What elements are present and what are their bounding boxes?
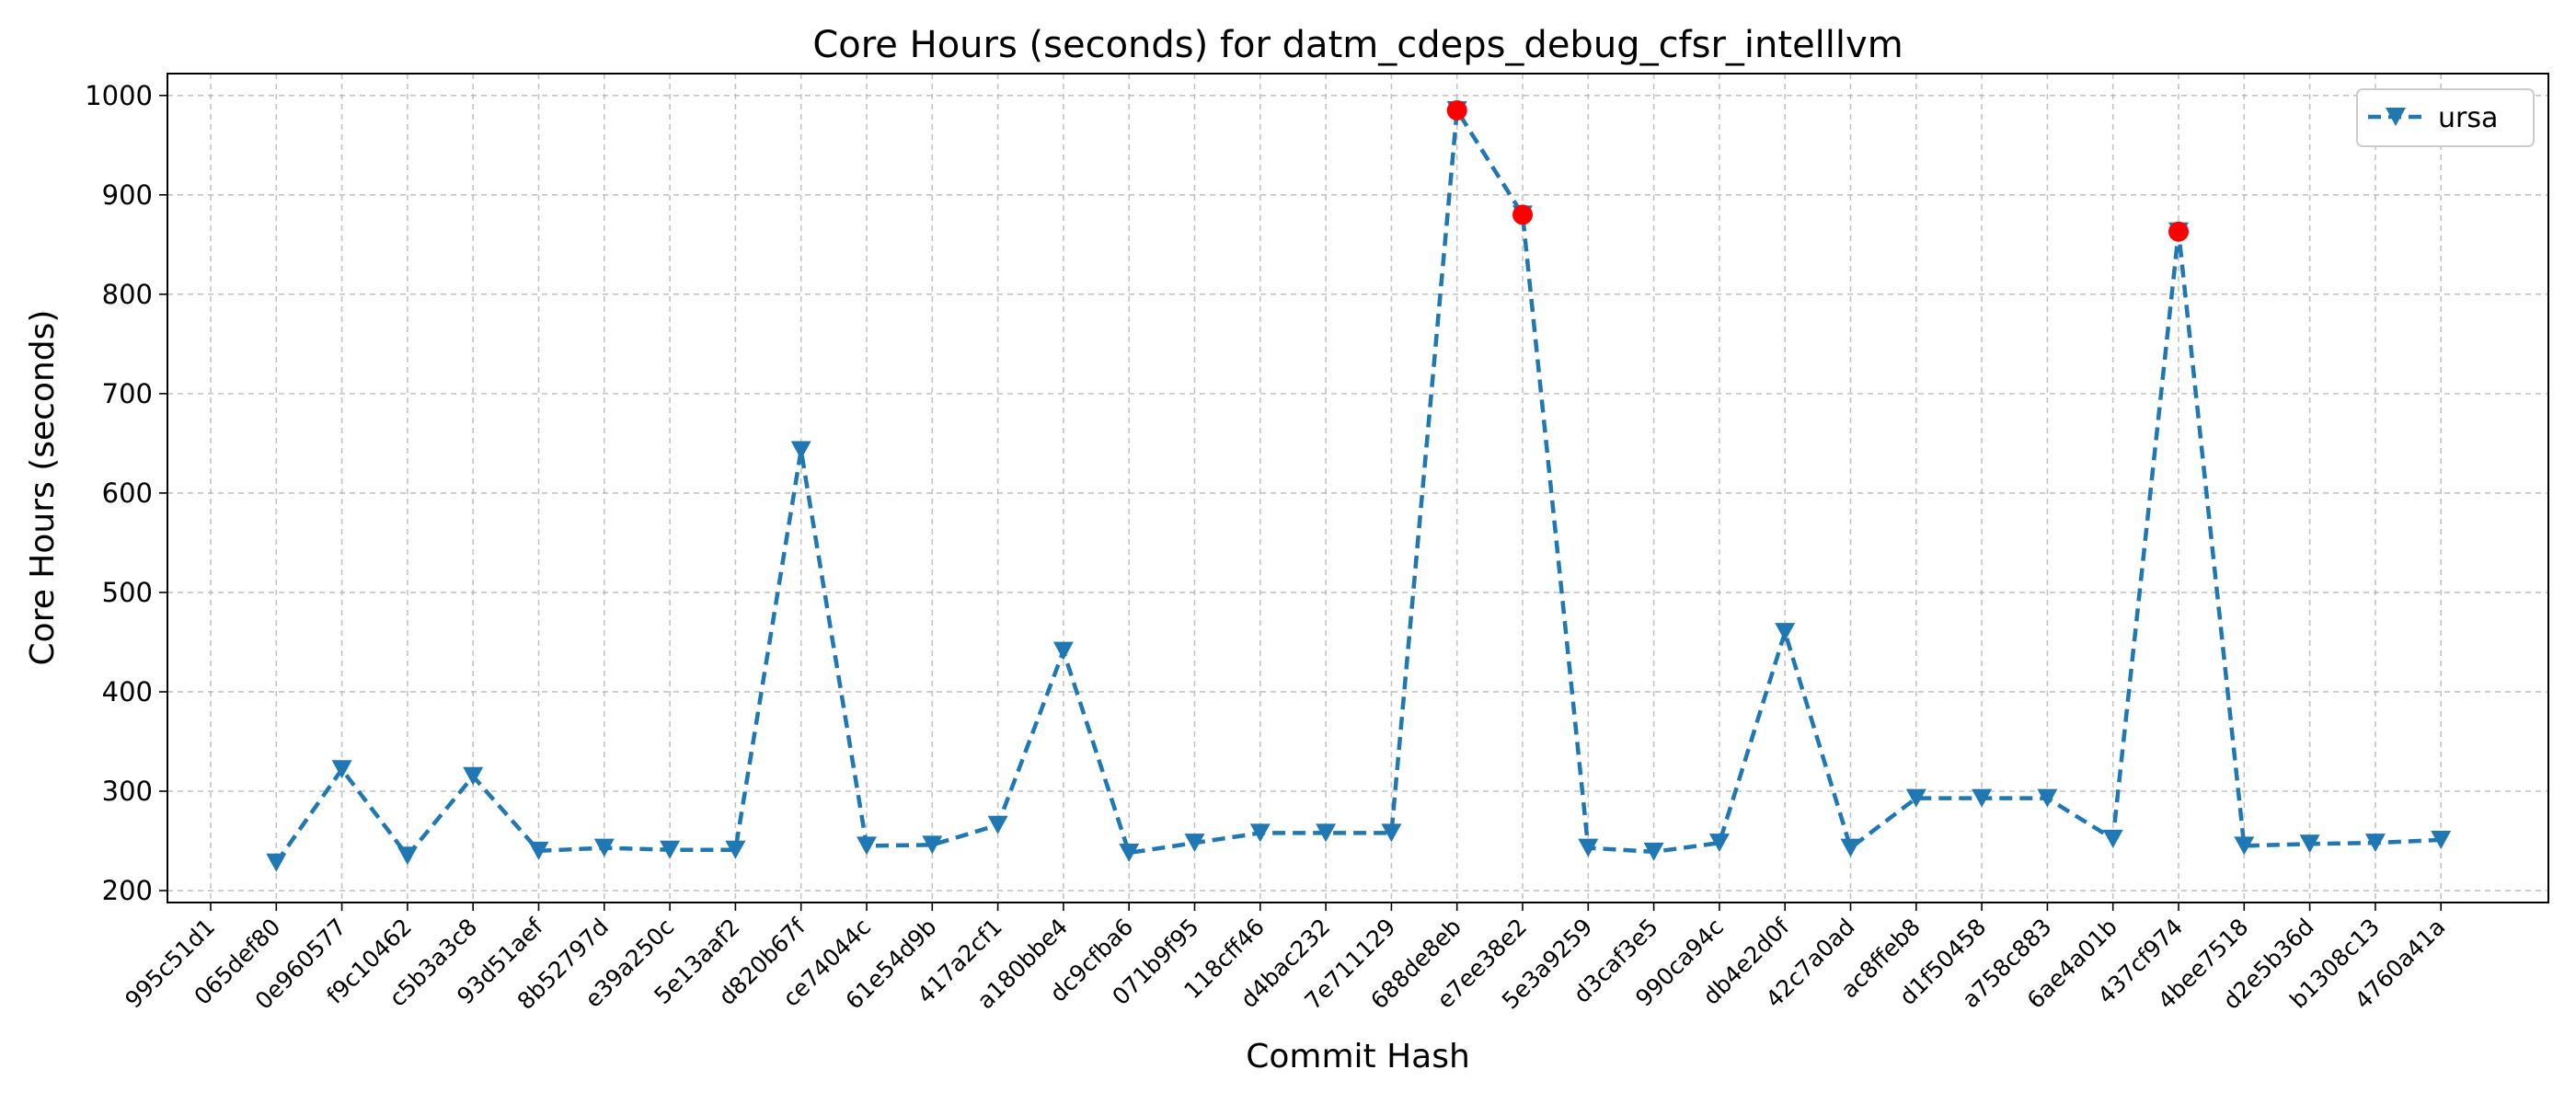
legend-marker-triangle-down-icon xyxy=(2386,108,2406,126)
data-point-marker xyxy=(660,840,681,859)
highlighted-point xyxy=(1512,204,1533,225)
data-point-marker xyxy=(1184,834,1205,853)
data-point-marker xyxy=(2364,834,2386,853)
x-axis-ticks: 995c51d1065def800e960577f9c10462c5b3a3c8… xyxy=(120,903,2450,1015)
legend: ursa xyxy=(2356,88,2535,147)
y-tick-label: 900 xyxy=(102,179,153,211)
data-point-marker xyxy=(2102,829,2123,848)
data-point-marker xyxy=(1708,834,1730,853)
plot-area-frame xyxy=(167,73,2549,903)
y-tick-label: 300 xyxy=(102,776,153,807)
data-point-marker xyxy=(1905,788,1926,808)
data-point-marker xyxy=(790,441,811,460)
grid-layer xyxy=(167,74,2548,903)
y-tick-label: 800 xyxy=(102,279,153,310)
highlighted-point xyxy=(2168,221,2189,242)
y-tick-label: 700 xyxy=(102,378,153,409)
y-tick-label: 1000 xyxy=(85,80,153,111)
chart-title: Core Hours (seconds) for datm_cdeps_debu… xyxy=(812,24,1903,66)
data-point-marker xyxy=(2299,834,2320,854)
y-tick-label: 500 xyxy=(102,577,153,608)
y-tick-label: 600 xyxy=(102,477,153,509)
data-point-marker xyxy=(922,835,943,855)
data-point-marker xyxy=(1643,842,1664,861)
y-tick-label: 200 xyxy=(102,875,153,906)
data-point-marker xyxy=(1052,641,1074,661)
data-point-marker xyxy=(1972,788,1993,808)
data-point-marker xyxy=(1249,823,1271,843)
x-axis-label: Commit Hash xyxy=(1246,1038,1470,1075)
data-point-marker xyxy=(725,840,746,859)
legend-box xyxy=(2356,88,2535,147)
data-point-marker xyxy=(987,815,1008,834)
highlighted-point xyxy=(1446,99,1467,121)
data-point-marker xyxy=(1381,823,1402,843)
data-point-marker xyxy=(1840,838,1861,857)
data-point-marker xyxy=(1119,843,1140,862)
data-point-marker xyxy=(331,760,352,779)
data-point-marker xyxy=(528,841,549,860)
data-point-marker xyxy=(593,838,615,857)
data-point-marker xyxy=(266,853,287,872)
series-line-ursa xyxy=(274,108,2442,865)
y-axis-label: Core Hours (seconds) xyxy=(24,310,62,666)
y-axis-ticks: 200 300 400 500 600 700 800 900 1000 xyxy=(85,80,167,906)
data-point-marker xyxy=(1578,838,1599,857)
highlight-layer xyxy=(1446,99,2189,242)
data-point-marker xyxy=(2037,788,2058,808)
data-point-marker xyxy=(2234,836,2255,856)
data-point-marker xyxy=(2431,830,2452,849)
data-point-marker xyxy=(1775,623,1796,642)
series-layer xyxy=(266,100,2452,872)
data-point-marker xyxy=(1316,823,1337,843)
data-point-marker xyxy=(397,846,418,866)
y-tick-label: 400 xyxy=(102,676,153,707)
legend-label-ursa: ursa xyxy=(2438,102,2498,134)
data-point-marker xyxy=(857,836,877,856)
data-point-marker xyxy=(463,766,484,786)
